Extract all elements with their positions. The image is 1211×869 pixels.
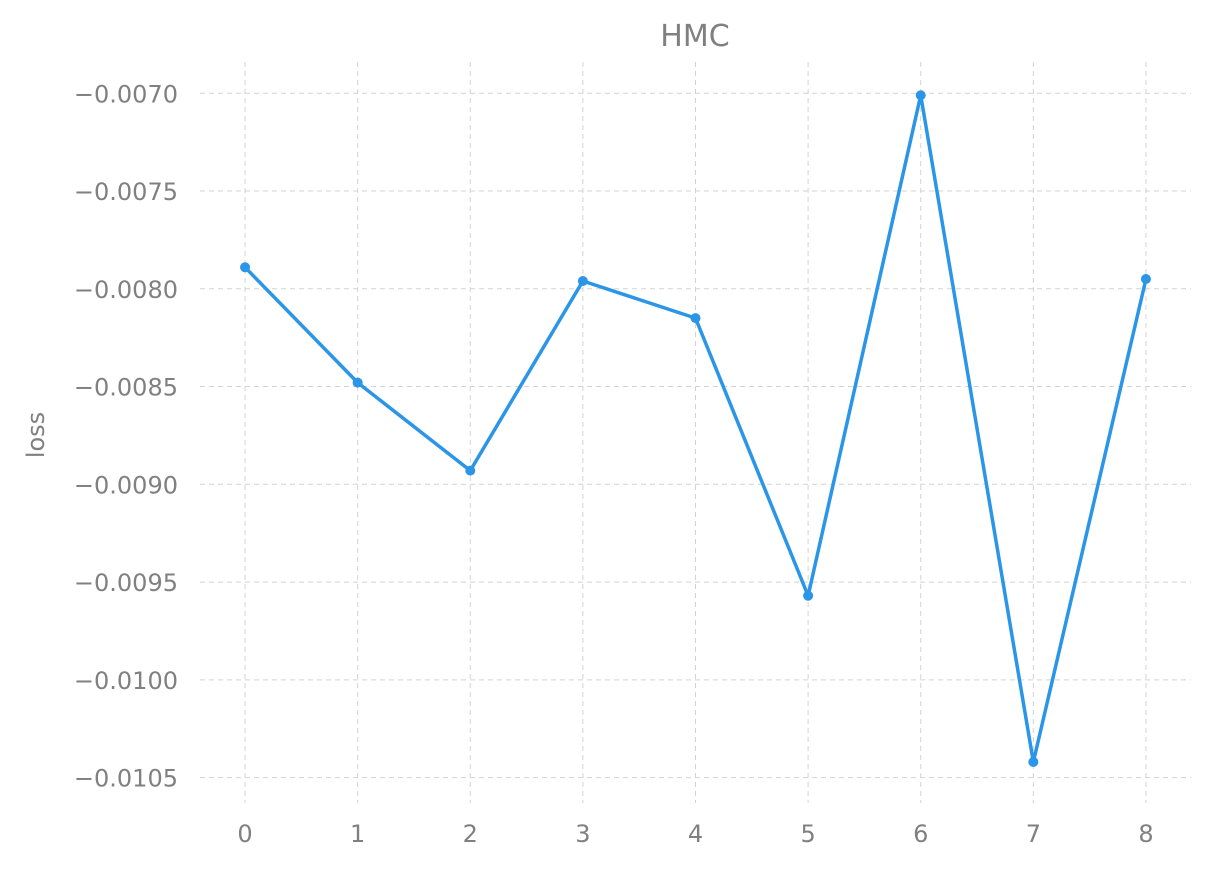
x-tick-label: 2 (463, 820, 478, 848)
x-tick-label: 6 (913, 820, 928, 848)
y-axis-ticks: −0.0070 −0.0075 −0.0080 −0.0085 −0.0090 −0.00… (74, 80, 178, 792)
y-tick-label: −0.0090 (74, 471, 178, 499)
series-layer (240, 90, 1151, 767)
data-point (1028, 756, 1039, 767)
y-axis-label: loss (22, 412, 50, 458)
y-tick-label: −0.0105 (74, 765, 178, 793)
y-tick-label: −0.0085 (74, 374, 178, 402)
x-tick-label: 3 (575, 820, 590, 848)
data-point (240, 262, 251, 273)
y-tick-label: −0.0080 (74, 276, 178, 304)
x-tick-label: 5 (800, 820, 815, 848)
x-tick-label: 1 (350, 820, 365, 848)
data-point (465, 465, 476, 476)
data-point (577, 275, 588, 286)
x-axis-ticks: 0 1 2 3 4 5 6 7 8 (237, 820, 1153, 848)
x-tick-label: 0 (237, 820, 252, 848)
x-tick-label: 7 (1026, 820, 1041, 848)
series-line (243, 93, 1148, 764)
data-point (803, 590, 814, 601)
y-tick-label: −0.0100 (74, 667, 178, 695)
y-tick-label: −0.0095 (74, 569, 178, 597)
data-point (352, 377, 363, 388)
data-point (1140, 274, 1151, 285)
data-point (690, 313, 701, 324)
data-point (915, 90, 926, 101)
x-tick-label: 4 (688, 820, 703, 848)
grid (200, 62, 1191, 803)
y-tick-label: −0.0070 (74, 80, 178, 108)
x-tick-label: 8 (1138, 820, 1153, 848)
chart-title: HMC (660, 19, 729, 54)
y-tick-label: −0.0075 (74, 178, 178, 206)
